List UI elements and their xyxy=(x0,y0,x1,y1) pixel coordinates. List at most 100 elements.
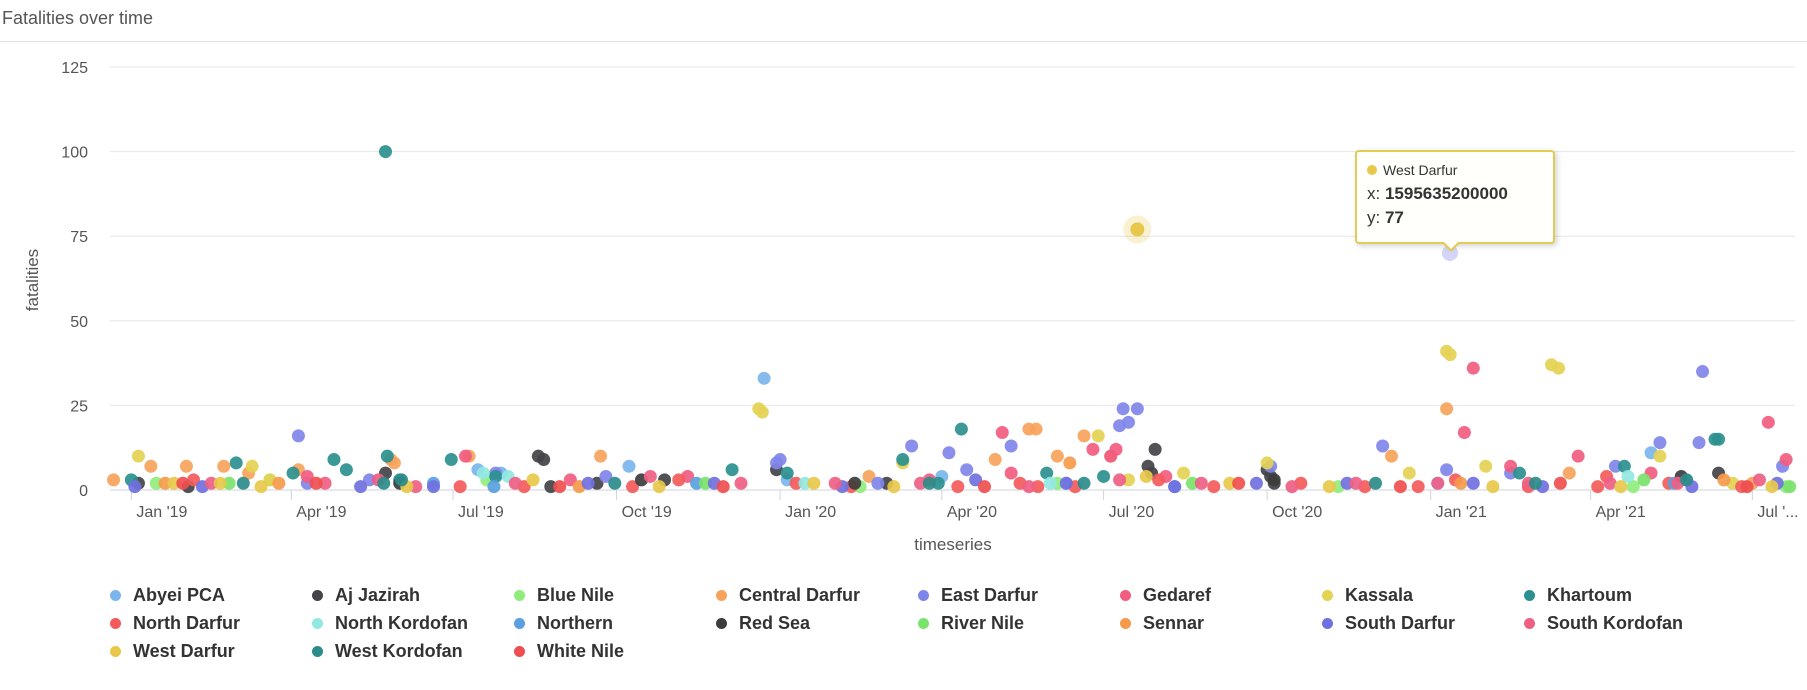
legend-item[interactable]: North Kordofan xyxy=(312,612,514,634)
legend-item[interactable]: West Darfur xyxy=(110,640,312,662)
legend-item[interactable]: East Darfur xyxy=(918,584,1120,606)
data-point[interactable] xyxy=(672,473,686,487)
data-point[interactable] xyxy=(327,453,341,467)
data-point[interactable] xyxy=(537,453,551,467)
data-point[interactable] xyxy=(1603,476,1617,490)
data-point[interactable] xyxy=(1614,480,1628,494)
data-point[interactable] xyxy=(725,463,739,477)
data-point[interactable] xyxy=(1696,365,1710,379)
data-point[interactable] xyxy=(1740,480,1754,494)
data-point[interactable] xyxy=(380,449,394,463)
data-point[interactable] xyxy=(1761,415,1775,429)
data-point[interactable] xyxy=(1393,480,1407,494)
data-point[interactable] xyxy=(1608,459,1622,473)
data-point[interactable] xyxy=(914,476,928,490)
data-point[interactable] xyxy=(931,476,945,490)
data-point[interactable] xyxy=(848,476,862,490)
data-point[interactable] xyxy=(1322,480,1336,494)
data-point[interactable] xyxy=(131,449,145,463)
data-point[interactable] xyxy=(563,473,577,487)
data-point[interactable] xyxy=(144,459,158,473)
data-point[interactable] xyxy=(862,469,876,483)
data-point[interactable] xyxy=(526,473,540,487)
data-point[interactable] xyxy=(1004,439,1018,453)
legend-item[interactable]: Sennar xyxy=(1120,612,1322,634)
data-point[interactable] xyxy=(1116,402,1130,416)
legend-item[interactable]: Gedaref xyxy=(1120,584,1322,606)
data-point[interactable] xyxy=(1130,402,1144,416)
data-point[interactable] xyxy=(622,459,636,473)
data-point[interactable] xyxy=(1637,473,1651,487)
legend-item[interactable]: South Darfur xyxy=(1322,612,1524,634)
data-point[interactable] xyxy=(1113,473,1127,487)
data-point[interactable] xyxy=(409,480,423,494)
data-point[interactable] xyxy=(1717,473,1731,487)
legend-item[interactable]: South Kordofan xyxy=(1524,612,1726,634)
data-point[interactable] xyxy=(544,480,558,494)
legend-item[interactable]: River Nile xyxy=(918,612,1120,634)
data-point[interactable] xyxy=(1207,480,1221,494)
data-point[interactable] xyxy=(1591,480,1605,494)
data-point[interactable] xyxy=(1349,476,1363,490)
data-point[interactable] xyxy=(1139,469,1153,483)
data-point[interactable] xyxy=(489,469,503,483)
data-point[interactable] xyxy=(789,476,803,490)
data-point[interactable] xyxy=(217,459,231,473)
data-point[interactable] xyxy=(1029,422,1043,436)
data-point[interactable] xyxy=(1223,476,1237,490)
data-point[interactable] xyxy=(1552,361,1566,375)
data-point[interactable] xyxy=(318,476,332,490)
data-point[interactable] xyxy=(354,480,368,494)
data-point[interactable] xyxy=(690,476,704,490)
data-point[interactable] xyxy=(954,422,968,436)
data-point[interactable] xyxy=(204,476,218,490)
data-point[interactable] xyxy=(107,473,121,487)
data-point[interactable] xyxy=(272,476,286,490)
data-point[interactable] xyxy=(309,476,323,490)
data-point[interactable] xyxy=(394,473,408,487)
data-point[interactable] xyxy=(1004,466,1018,480)
data-point[interactable] xyxy=(1621,469,1635,483)
data-point[interactable] xyxy=(581,476,595,490)
data-point[interactable] xyxy=(1712,432,1726,446)
data-point[interactable] xyxy=(1097,469,1111,483)
data-point[interactable] xyxy=(755,405,769,419)
data-point[interactable] xyxy=(1411,480,1425,494)
data-point[interactable] xyxy=(977,480,991,494)
data-point[interactable] xyxy=(1783,480,1797,494)
data-point[interactable] xyxy=(1376,439,1390,453)
data-point[interactable] xyxy=(1050,449,1064,463)
data-point[interactable] xyxy=(807,476,821,490)
data-point[interactable] xyxy=(1232,476,1246,490)
data-point[interactable] xyxy=(1765,480,1779,494)
data-point[interactable] xyxy=(773,453,787,467)
data-point[interactable] xyxy=(942,446,956,460)
data-point[interactable] xyxy=(1752,473,1766,487)
data-point[interactable] xyxy=(698,476,712,490)
data-point[interactable] xyxy=(377,476,391,490)
data-point[interactable] xyxy=(734,476,748,490)
legend-item[interactable]: West Kordofan xyxy=(312,640,514,662)
data-point[interactable] xyxy=(553,480,567,494)
legend-item[interactable]: Khartoum xyxy=(1524,584,1726,606)
data-point[interactable] xyxy=(254,480,268,494)
data-point[interactable] xyxy=(179,459,193,473)
data-point[interactable] xyxy=(176,476,190,490)
data-point[interactable] xyxy=(988,453,1002,467)
data-point[interactable] xyxy=(1109,442,1123,456)
data-point[interactable] xyxy=(1431,476,1445,490)
scatter-chart[interactable]: 0 25 50 75 100 125 Jan '19 Apr '19 Jul '19 Oct '… xyxy=(0,0,1807,580)
data-point[interactable] xyxy=(1185,476,1199,490)
data-point[interactable] xyxy=(969,473,983,487)
data-point[interactable] xyxy=(1440,463,1454,477)
data-point[interactable] xyxy=(590,476,604,490)
data-point[interactable] xyxy=(608,476,622,490)
data-point[interactable] xyxy=(1168,480,1182,494)
data-point[interactable] xyxy=(951,480,965,494)
data-point[interactable] xyxy=(1440,402,1454,416)
data-point[interactable] xyxy=(379,145,393,159)
data-point[interactable] xyxy=(339,463,353,477)
data-point[interactable] xyxy=(1177,466,1191,480)
data-point[interactable] xyxy=(1091,429,1105,443)
data-point[interactable] xyxy=(652,480,666,494)
